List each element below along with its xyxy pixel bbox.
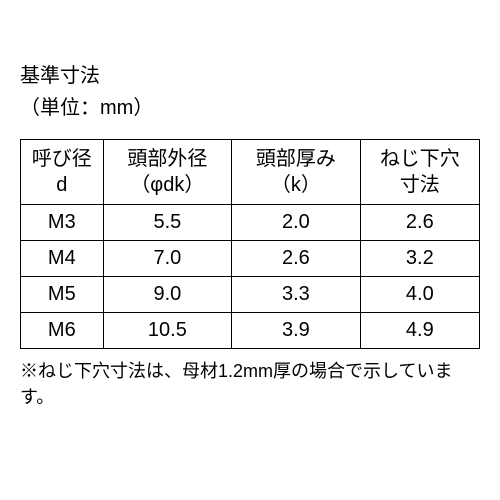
table-row: M5 9.0 3.3 4.0 <box>21 277 480 313</box>
cell-d: M6 <box>21 313 104 349</box>
col-header-thickness: 頭部厚み （k） <box>232 140 361 205</box>
unit-label: （単位：mm） <box>20 92 480 124</box>
cell-d: M3 <box>21 205 104 241</box>
cell-thickness: 3.9 <box>232 313 361 349</box>
cell-hole: 2.6 <box>360 205 479 241</box>
dimensions-table: 呼び径 d 頭部外径 （φdk） 頭部厚み （k） ねじ下穴 寸法 M3 5.5… <box>20 139 480 349</box>
cell-outer: 5.5 <box>103 205 232 241</box>
cell-d: M5 <box>21 277 104 313</box>
cell-hole: 4.0 <box>360 277 479 313</box>
table-header: 基準寸法 （単位：mm） <box>20 60 480 124</box>
title: 基準寸法 <box>20 60 480 92</box>
cell-hole: 3.2 <box>360 241 479 277</box>
col-header-hole: ねじ下穴 寸法 <box>360 140 479 205</box>
table-row: M6 10.5 3.9 4.9 <box>21 313 480 349</box>
cell-thickness: 2.0 <box>232 205 361 241</box>
col-header-diameter: 呼び径 d <box>21 140 104 205</box>
cell-outer: 9.0 <box>103 277 232 313</box>
cell-outer: 10.5 <box>103 313 232 349</box>
cell-d: M4 <box>21 241 104 277</box>
cell-outer: 7.0 <box>103 241 232 277</box>
cell-thickness: 3.3 <box>232 277 361 313</box>
footnote: ※ねじ下穴寸法は、母材1.2mm厚の場合で示しています。 <box>20 357 480 409</box>
table-row: M4 7.0 2.6 3.2 <box>21 241 480 277</box>
table-row: M3 5.5 2.0 2.6 <box>21 205 480 241</box>
col-header-outer: 頭部外径 （φdk） <box>103 140 232 205</box>
header-row: 呼び径 d 頭部外径 （φdk） 頭部厚み （k） ねじ下穴 寸法 <box>21 140 480 205</box>
cell-thickness: 2.6 <box>232 241 361 277</box>
cell-hole: 4.9 <box>360 313 479 349</box>
